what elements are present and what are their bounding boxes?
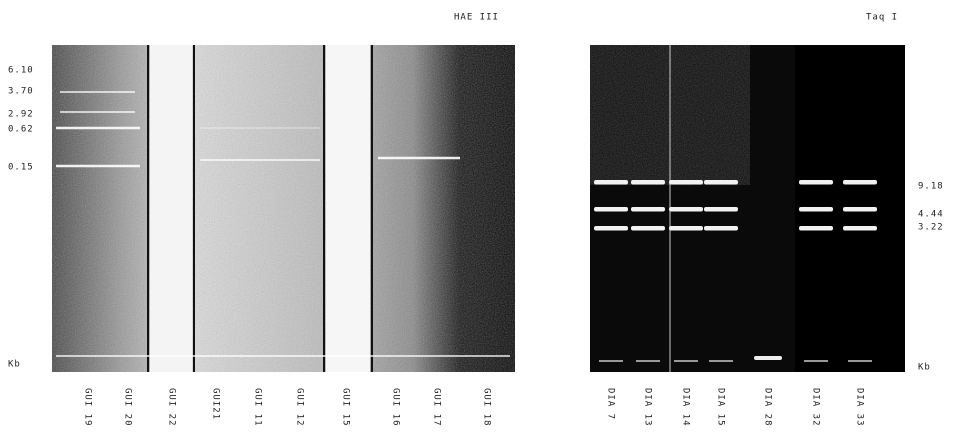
size-label: 3.22 bbox=[918, 223, 944, 233]
band bbox=[669, 180, 703, 185]
lane-label: DIA 33 bbox=[855, 388, 865, 427]
panel-title: Taq I bbox=[866, 13, 898, 23]
band bbox=[799, 180, 833, 185]
lane-label: DIA 32 bbox=[811, 388, 821, 427]
lane-label: GUI 17 bbox=[432, 388, 442, 427]
size-label: 0.15 bbox=[8, 163, 34, 173]
band bbox=[804, 360, 828, 362]
lane-label: GUI 11 bbox=[253, 388, 263, 427]
band bbox=[799, 207, 833, 212]
size-label: 6.10 bbox=[8, 66, 34, 76]
band bbox=[704, 226, 738, 231]
band bbox=[848, 360, 872, 362]
band bbox=[594, 207, 628, 212]
left-gel bbox=[52, 45, 515, 372]
band bbox=[704, 180, 738, 185]
band bbox=[631, 226, 665, 231]
lane-label: GUI 12 bbox=[295, 388, 305, 427]
lane-label: GUI21 bbox=[211, 388, 221, 420]
lane-label: DIA 7 bbox=[606, 388, 616, 420]
band bbox=[709, 360, 733, 362]
band bbox=[843, 207, 877, 212]
band bbox=[636, 360, 660, 362]
band bbox=[674, 360, 698, 362]
band bbox=[669, 226, 703, 231]
panel-title: HAE III bbox=[454, 13, 499, 23]
size-label: 4.44 bbox=[918, 210, 944, 220]
labels: 6.10 3.70 2.92 0.62 0.15 Kb 9.18 4.44 3.22 Kb GUI … bbox=[8, 66, 944, 427]
size-label: 0.62 bbox=[8, 125, 34, 135]
band bbox=[594, 226, 628, 231]
band bbox=[599, 360, 623, 362]
lane-label: GUI 18 bbox=[482, 388, 492, 427]
band bbox=[843, 180, 877, 185]
lane-label: DIA 15 bbox=[716, 388, 726, 427]
lane-label: GUI 15 bbox=[341, 388, 351, 427]
band bbox=[631, 207, 665, 212]
size-label: 9.18 bbox=[918, 182, 944, 192]
size-label: 2.92 bbox=[8, 110, 34, 120]
band bbox=[754, 356, 782, 360]
lane-label: GUI 16 bbox=[391, 388, 401, 427]
band bbox=[843, 226, 877, 231]
lane-label: GUI 22 bbox=[167, 388, 177, 427]
band bbox=[704, 207, 738, 212]
size-label: Kb bbox=[918, 363, 931, 373]
lane-label: DIA 28 bbox=[763, 388, 773, 427]
band bbox=[799, 226, 833, 231]
band bbox=[669, 207, 703, 212]
lane-label: DIA 13 bbox=[643, 388, 653, 427]
lane-label: DIA 14 bbox=[681, 388, 691, 427]
size-label: 3.70 bbox=[8, 87, 34, 97]
band bbox=[631, 180, 665, 185]
size-label: Kb bbox=[8, 360, 21, 370]
lane-label: GUI 20 bbox=[123, 388, 133, 427]
lane-label: GUI 19 bbox=[83, 388, 93, 427]
band bbox=[594, 180, 628, 185]
